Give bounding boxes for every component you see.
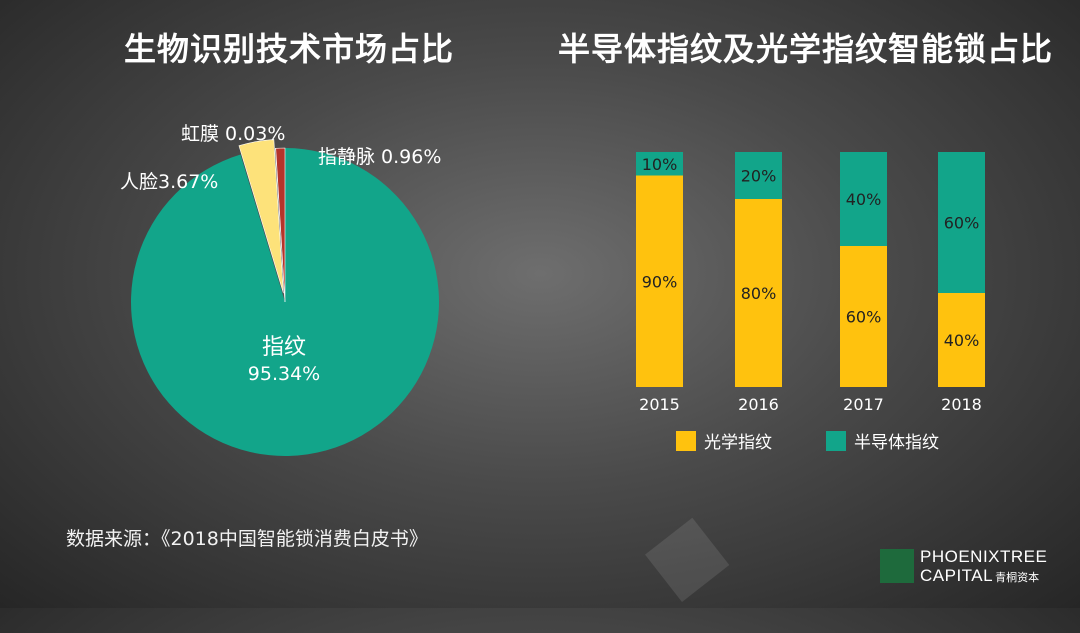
charts-canvas: 指纹 95.34% 人脸3.67% 虹膜 0.03% 指静脉 0.96% 90% 10% 2… bbox=[120, 123, 985, 457]
bar-value-label: 40% bbox=[846, 190, 882, 209]
pie-label-4: 指静脉 0.96% bbox=[318, 146, 441, 168]
legend-label-2: 半导体指纹 bbox=[854, 433, 939, 453]
logo-mark-icon bbox=[880, 549, 914, 583]
pie-label-value: 95.34% bbox=[248, 363, 320, 385]
bar-value-label: 10% bbox=[642, 155, 678, 174]
pie-slice-4 bbox=[275, 147, 286, 303]
pie-label-category: 指纹 bbox=[262, 335, 306, 360]
pie-label-2: 人脸3.67% bbox=[120, 171, 218, 193]
bar-value-label: 20% bbox=[741, 167, 777, 186]
stacked-bar-chart: 90% 10% 2015 80% 20% 2016 60% 40% 2017 40% 60% 2018… bbox=[636, 152, 985, 453]
company-logo: PHOENIXTREE CAPITAL 青桐资本 bbox=[880, 547, 1070, 588]
x-tick-label: 2017 bbox=[843, 395, 884, 414]
legend-swatch-1 bbox=[676, 431, 696, 451]
pie-chart: 指纹 95.34% 人脸3.67% 虹膜 0.03% 指静脉 0.96% bbox=[120, 123, 441, 457]
bar-2016-series-1 bbox=[735, 199, 782, 387]
pie-chart-title: 生物识别技术市场占比 bbox=[124, 30, 455, 68]
bar-2017-series-1 bbox=[840, 246, 887, 387]
bar-value-label: 60% bbox=[846, 308, 882, 327]
bar-2018-series-1 bbox=[938, 293, 985, 387]
x-tick-label: 2016 bbox=[738, 395, 779, 414]
bar-value-label: 60% bbox=[944, 214, 980, 233]
bar-2016-series-2 bbox=[735, 152, 782, 199]
bar-chart-title: 半导体指纹及光学指纹智能锁占比 bbox=[558, 30, 1054, 68]
data-source-note: 数据来源：《2018中国智能锁消费白皮书》 bbox=[66, 528, 428, 550]
bar-value-label: 90% bbox=[642, 272, 678, 291]
bar-2018-series-2 bbox=[938, 152, 985, 293]
pie-slice-2 bbox=[238, 139, 284, 294]
bar-2017-series-2 bbox=[840, 152, 887, 246]
bar-value-label: 40% bbox=[944, 331, 980, 350]
legend-label-1: 光学指纹 bbox=[704, 433, 772, 453]
pie-label-3: 虹膜 0.03% bbox=[181, 123, 285, 145]
bar-2015-series-1 bbox=[636, 175, 683, 387]
logo-text-cn: 青桐资本 bbox=[995, 572, 1040, 584]
logo-text-line2: CAPITAL bbox=[920, 566, 994, 585]
bar-value-label: 80% bbox=[741, 284, 777, 303]
x-tick-label: 2018 bbox=[941, 395, 982, 414]
bar-2015-series-2 bbox=[636, 152, 683, 176]
legend-swatch-2 bbox=[826, 431, 846, 451]
logo-text-line1: PHOENIXTREE bbox=[920, 547, 1048, 566]
x-tick-label: 2015 bbox=[639, 395, 680, 414]
